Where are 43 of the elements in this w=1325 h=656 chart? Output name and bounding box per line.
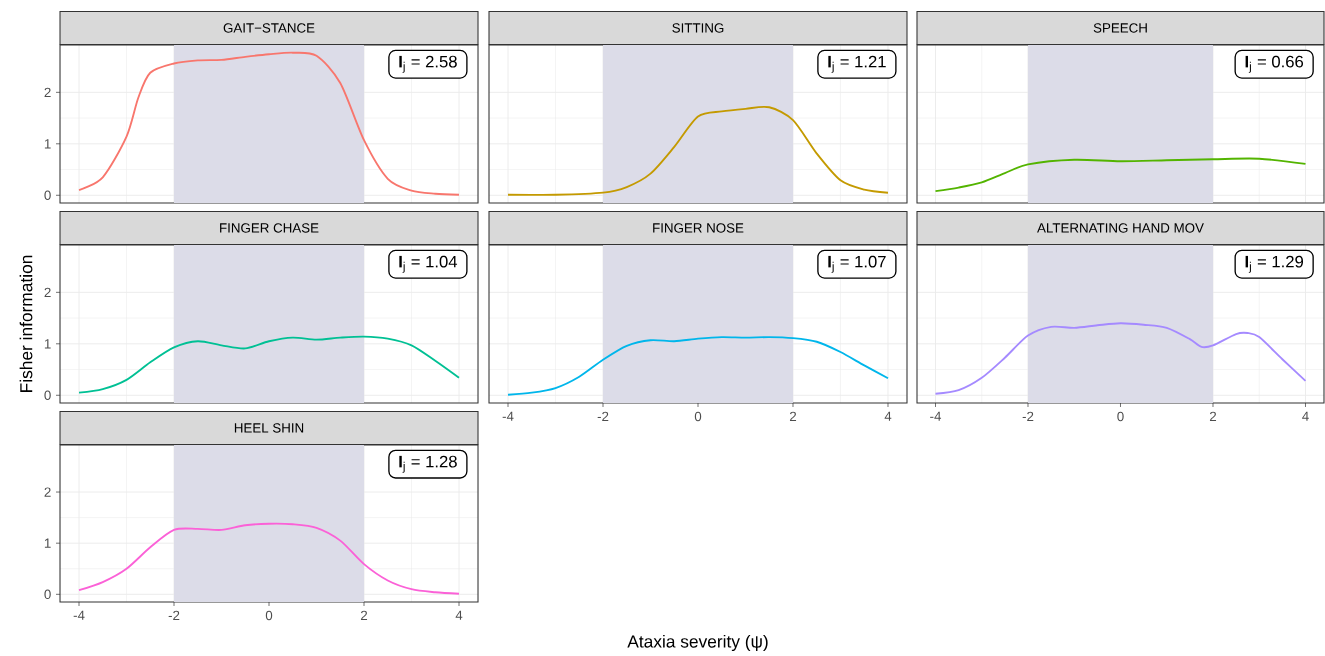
x-tick-label: 2: [360, 610, 368, 621]
annotation: I$_{j}$ = 0.66: [1245, 55, 1304, 73]
y-tick-label: 1: [44, 139, 51, 149]
line-series: [78, 522, 460, 595]
x-tick-label: -2: [168, 610, 180, 621]
y-tick-label: 1: [44, 538, 51, 548]
annotation: I$_{j}$ = 1.07: [828, 255, 886, 273]
line-series: [78, 51, 460, 196]
chart-title: ALTERNATING HAND MOV: [1037, 223, 1204, 233]
x-tick-label: -2: [1022, 411, 1034, 422]
x-tick-label: -4: [930, 411, 942, 421]
y-tick-label: 1: [44, 339, 51, 349]
annotation: I$_{j}$ = 1.04: [399, 255, 458, 273]
chart-title: FINGER NOSE: [653, 223, 744, 233]
y-tick-label: 0: [44, 589, 51, 600]
x-tick-label: 4: [455, 610, 463, 620]
y-tick-label: 2: [44, 87, 51, 97]
x-axis-title: Ataxia severity (ψ): [627, 634, 768, 652]
y-tick-label: 0: [44, 390, 51, 400]
chart-title: SPEECH: [1093, 23, 1147, 33]
x-tick-label: 2: [789, 411, 797, 422]
line-series: [78, 335, 460, 394]
x-tick-label: -4: [73, 610, 85, 620]
x-tick-label: 2: [1209, 411, 1217, 422]
y-tick-label: 0: [44, 190, 51, 200]
annotation: I$_{j}$ = 1.29: [1245, 255, 1304, 273]
x-tick-label: -2: [597, 411, 609, 422]
x-tick-label: 0: [1117, 411, 1124, 422]
x-tick-label: 0: [694, 411, 702, 422]
chart-title: GAIT−STANCE: [223, 23, 315, 33]
annotation: I$_{j}$ = 1.21: [828, 55, 886, 73]
y-tick-label: 2: [44, 287, 51, 297]
y-axis-title: Fisher information: [19, 255, 33, 392]
annotation: I$_{j}$ = 1.28: [399, 455, 457, 473]
x-tick-label: 4: [1302, 411, 1309, 421]
chart-title: FINGER CHASE: [220, 223, 319, 233]
x-tick-label: -4: [502, 411, 514, 421]
chart-title: SITTING: [672, 23, 724, 33]
x-tick-label: 4: [884, 411, 892, 421]
x-tick-label: 0: [265, 610, 273, 621]
annotation: I$_{j}$ = 2.58: [399, 55, 457, 73]
chart-title: HEEL SHIN: [234, 423, 304, 433]
y-tick-label: 2: [44, 487, 51, 497]
